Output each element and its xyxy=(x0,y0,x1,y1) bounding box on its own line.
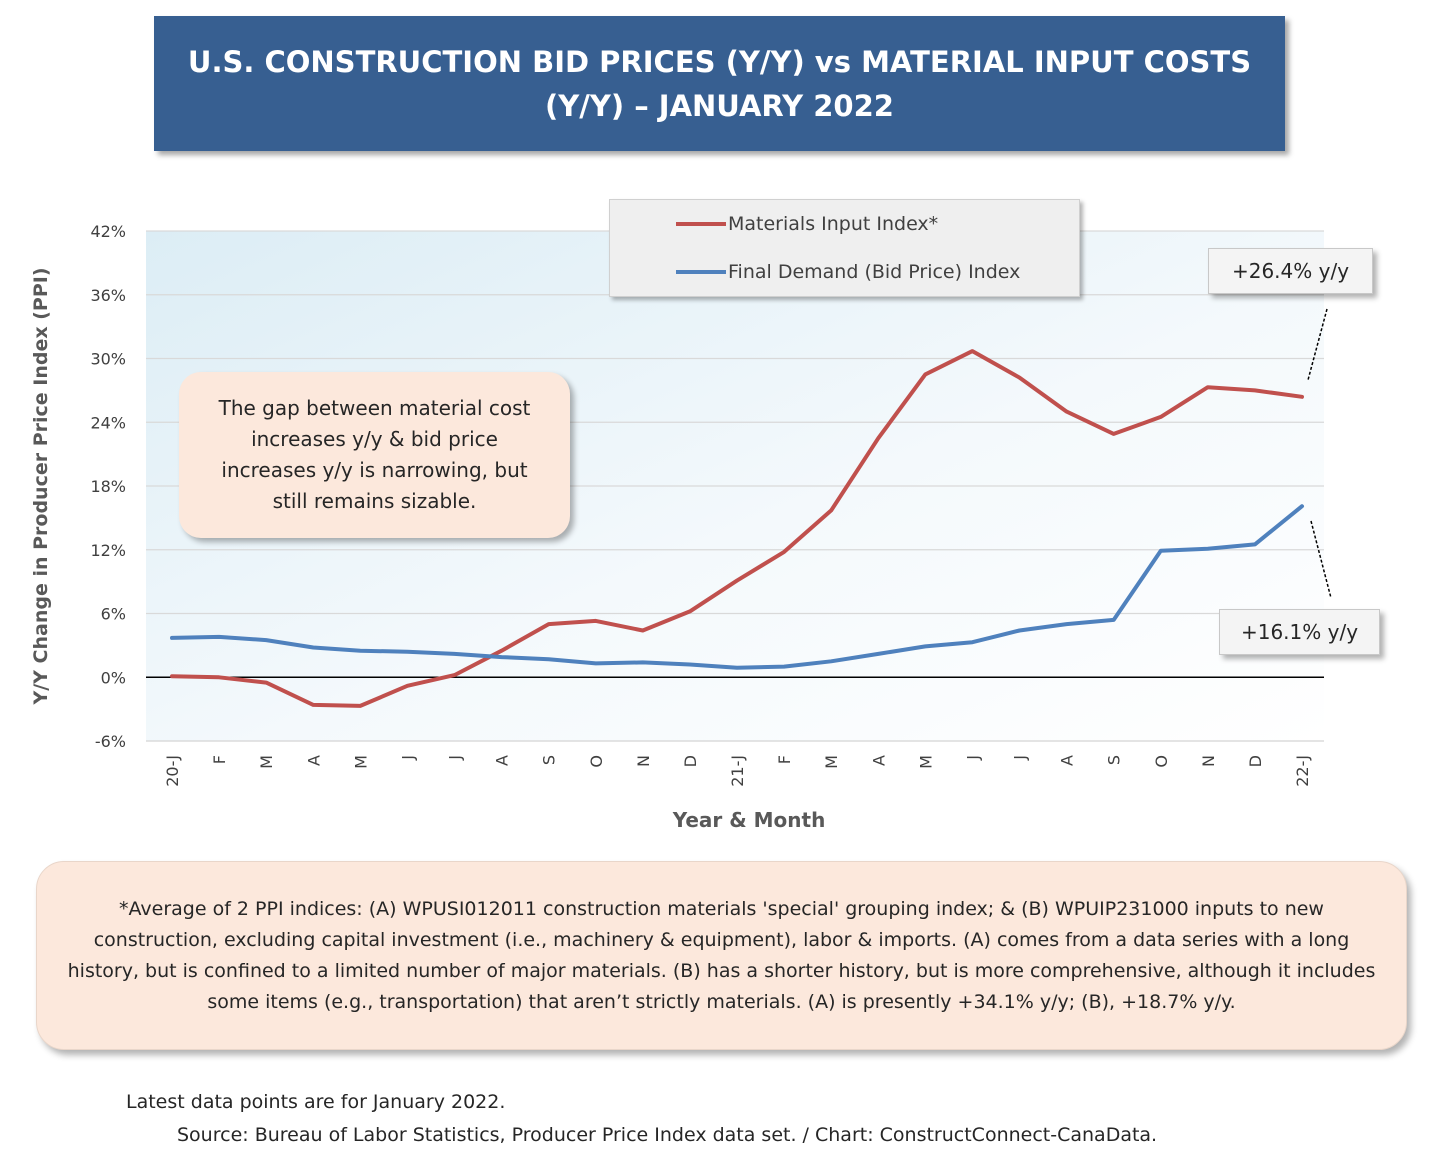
x-tick-label: A xyxy=(493,755,512,766)
legend-label-materials: Materials Input Index* xyxy=(728,213,939,235)
x-tick-label: A xyxy=(304,755,323,766)
x-tick-label: 22-J xyxy=(1293,755,1312,787)
y-tick-label: 36% xyxy=(90,286,126,305)
x-tick-label: J xyxy=(398,755,417,761)
legend-swatch-materials xyxy=(676,222,726,226)
y-tick-label: -6% xyxy=(95,732,126,751)
callout-final-demand-text: +16.1% y/y xyxy=(1240,620,1359,644)
y-tick-label: 0% xyxy=(101,668,126,687)
latest-data-note: Latest data points are for January 2022. xyxy=(126,1091,506,1113)
x-tick-label: D xyxy=(681,755,700,767)
x-tick-label: A xyxy=(1058,755,1077,766)
x-tick-label: M xyxy=(822,755,841,769)
series-lines xyxy=(170,349,1304,708)
legend: Materials Input Index* Final Demand (Bid… xyxy=(609,199,1080,297)
x-tick-label: M xyxy=(257,755,276,769)
source-note: Source: Bureau of Labor Statistics, Prod… xyxy=(177,1124,1158,1146)
x-axis-ticks: 20-J F M A M J J A S O N D 21-J F M A M J J A S O N D 22-J xyxy=(163,755,1312,787)
leader-line-final-demand xyxy=(1310,520,1332,599)
x-tick-label: O xyxy=(1152,755,1171,768)
x-tick-label: A xyxy=(869,755,888,766)
x-tick-label: F xyxy=(210,755,229,764)
y-axis-ticks: -6% 0% 6% 12% 18% 24% 30% 36% 42% xyxy=(90,222,126,751)
callout-leaders xyxy=(1307,308,1332,599)
x-axis-label: Year & Month xyxy=(672,808,826,832)
x-tick-label: N xyxy=(634,755,653,767)
callout-materials-text: +26.4% y/y xyxy=(1231,259,1350,283)
y-tick-label: 42% xyxy=(90,222,126,241)
series-line-materials xyxy=(170,349,1304,708)
x-tick-label: J xyxy=(446,755,465,761)
y-tick-label: 30% xyxy=(90,350,126,369)
x-tick-label: J xyxy=(1011,755,1030,761)
y-axis-label: Y/Y Change in Producer Price Index (PPI) xyxy=(30,267,52,705)
callout-final-demand: +16.1% y/y xyxy=(1219,609,1380,655)
x-tick-label: D xyxy=(1246,755,1265,767)
legend-label-final-demand: Final Demand (Bid Price) Index xyxy=(728,261,1021,283)
x-tick-label: S xyxy=(540,755,559,765)
chart-title: U.S. CONSTRUCTION BID PRICES (Y/Y) vs MA… xyxy=(154,16,1285,151)
callout-materials: +26.4% y/y xyxy=(1208,248,1373,294)
legend-item-final-demand: Final Demand (Bid Price) Index xyxy=(676,260,1020,284)
legend-swatch-final-demand xyxy=(676,270,726,274)
x-tick-label: F xyxy=(775,755,794,764)
x-tick-label: O xyxy=(587,755,606,768)
y-tick-label: 18% xyxy=(90,477,126,496)
x-tick-label: 20-J xyxy=(163,755,182,787)
y-tick-label: 12% xyxy=(90,541,126,560)
x-tick-label: M xyxy=(351,755,370,769)
legend-item-materials: Materials Input Index* xyxy=(676,212,938,236)
y-tick-label: 24% xyxy=(90,413,126,432)
x-tick-label: 21-J xyxy=(728,755,747,787)
gap-note: The gap between material cost increases … xyxy=(179,372,570,538)
gridlines xyxy=(146,230,1324,742)
footnote: *Average of 2 PPI indices: (A) WPUSI0120… xyxy=(36,861,1407,1050)
series-line-final-demand xyxy=(170,504,1304,670)
x-tick-label: M xyxy=(916,755,935,769)
x-tick-label: N xyxy=(1199,755,1218,767)
x-tick-label: J xyxy=(963,755,982,761)
x-tick-label: S xyxy=(1105,755,1124,765)
y-tick-label: 6% xyxy=(101,605,126,624)
leader-line-materials xyxy=(1307,308,1328,381)
